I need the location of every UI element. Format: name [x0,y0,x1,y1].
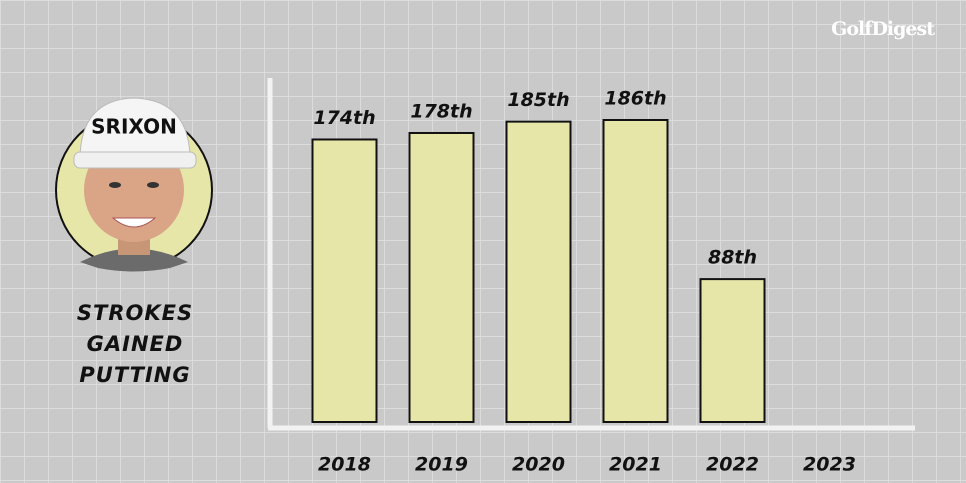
bar [505,120,572,423]
x-tick-label: 2022 [706,454,759,476]
x-tick-label: 2019 [415,454,468,476]
portrait: SRIXON [55,97,213,272]
value-label: 185th [507,89,569,111]
x-tick-label: 2023 [803,454,856,476]
bar [408,131,475,423]
bar [602,119,669,423]
x-tick-label: 2020 [512,454,565,476]
x-tick-label: 2018 [318,454,371,476]
value-label: 178th [410,100,472,122]
cap-logo: SRIXON [91,115,177,139]
bar [311,138,378,424]
value-label: 174th [313,107,375,129]
chart-title: STROKES GAINED PUTTING [76,301,194,387]
value-label: 186th [604,88,666,110]
value-label: 88th [708,247,757,269]
brand-logo: GolfDigest [831,18,935,40]
x-tick-label: 2021 [609,454,662,476]
bar [699,278,766,423]
